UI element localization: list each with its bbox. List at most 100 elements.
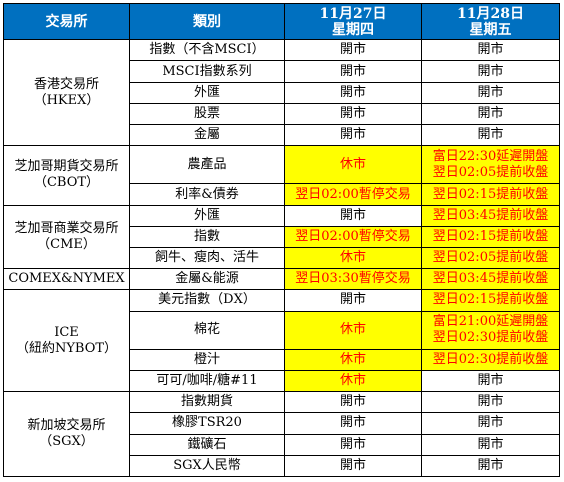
day1-cell: 休市 (284, 348, 422, 371)
table-row: 指數 翌日02:00暫停交易 翌日02:15提前收盤 (4, 225, 560, 248)
day2-cell: 開市 (421, 39, 560, 62)
table-row: 外匯 開市 開市 (4, 81, 560, 104)
day2-cell: 開市 (421, 412, 560, 435)
day1-cell: 休市 (284, 369, 422, 393)
day2-cell: 開市 (421, 369, 560, 393)
exchange-hkex: 香港交易所 （HKEX） (3, 39, 130, 147)
category-cell: 股票 (129, 102, 285, 125)
day2-line: 翌日02:30提前收盤 (432, 330, 549, 346)
day2-cell: 開市 (421, 433, 560, 456)
day1-cell: 翌日03:30暫停交易 (284, 268, 422, 291)
day2-cell: 翌日02:15提前收盤 (421, 183, 560, 206)
exchange-cme: 芝加哥商業交易所 （CME） (3, 204, 130, 270)
exchange-code: （CBOT） (33, 175, 100, 191)
day1-cell: 翌日02:00暫停交易 (284, 225, 422, 248)
category-cell: 橡膠TSR20 (129, 412, 285, 435)
day1-cell: 開市 (284, 39, 422, 62)
day1-cell: 開市 (284, 204, 422, 227)
day2-cell: 開市 (421, 123, 560, 147)
category-cell: 鐵礦石 (129, 433, 285, 456)
day2-line: 富日22:30延遲開盤 (432, 148, 549, 164)
day2-cell: 翌日03:45提前收盤 (421, 268, 560, 291)
table-row: 飼牛、瘦肉、活牛 休市 翌日02:05提前收盤 (4, 246, 560, 270)
table-row: 新加坡交易所 （SGX） 指數期貨 開市 開市 (3, 391, 560, 477)
exchange-sgx: 新加坡交易所 （SGX） (3, 391, 130, 477)
category-cell: 指數（不含MSCI） (129, 39, 285, 62)
category-cell: 美元指數（DX） (129, 289, 285, 312)
day2-cell: 翌日02:05提前收盤 (421, 246, 560, 270)
day1-cell: 翌日02:00暫停交易 (284, 183, 422, 206)
table-row: 芝加哥商業交易所 （CME） 外匯 開市 翌日03:45提前收盤 (3, 204, 560, 270)
exchange-name: 新加坡交易所 (27, 418, 106, 434)
day1-cell: 開市 (284, 102, 422, 125)
day1-cell: 休市 (284, 145, 422, 185)
day1-cell: 開市 (284, 60, 422, 83)
day1-cell: 休市 (284, 246, 422, 270)
category-cell: 指數 (129, 225, 285, 248)
day2-cell: 翌日02:15提前收盤 (421, 289, 560, 312)
header-day1: 11月27日 星期四 (284, 2, 422, 41)
exchange-name: 香港交易所 (33, 76, 99, 92)
table-row: 棉花 休市 富日21:00延遲開盤 翌日02:30提前收盤 (4, 310, 560, 350)
day1-cell: 開市 (284, 391, 422, 414)
header-row: 交易所 類別 11月27日 星期四 11月28日 星期五 (3, 2, 560, 41)
category-cell: 外匯 (129, 81, 285, 104)
header-category: 類別 (129, 2, 285, 41)
category-cell: 外匯 (129, 204, 285, 227)
header-day2-weekday: 星期五 (469, 21, 512, 38)
header-day2: 11月28日 星期五 (421, 2, 560, 41)
table-row: SGX人民幣 開市 開市 (4, 454, 560, 478)
exchange-cbot: 芝加哥期貨交易所 （CBOT） (3, 145, 130, 206)
exchange-code: （HKEX） (33, 92, 100, 108)
category-cell: 橙汁 (129, 348, 285, 371)
market-schedule-table: 交易所 類別 11月27日 星期四 11月28日 星期五 香港交易所 （HKEX… (3, 2, 560, 478)
header-day1-date: 11月27日 (319, 5, 387, 22)
table-row: 橡膠TSR20 開市 開市 (4, 412, 560, 435)
day2-cell: 翌日02:15提前收盤 (421, 225, 560, 248)
exchange-ice: ICE （紐約NYBOT） (3, 289, 130, 393)
day1-cell: 開市 (284, 123, 422, 147)
day2-cell: 富日21:00延遲開盤 翌日02:30提前收盤 (421, 310, 560, 350)
category-cell: 飼牛、瘦肉、活牛 (129, 246, 285, 270)
category-cell: SGX人民幣 (129, 454, 285, 478)
table-row: 金屬 開市 開市 (4, 123, 560, 147)
day2-line: 富日21:00延遲開盤 (432, 314, 549, 330)
category-cell: MSCI指數系列 (129, 60, 285, 83)
day2-cell: 開市 (421, 60, 560, 83)
exchange-code: （SGX） (39, 434, 94, 450)
category-cell: 金屬&能源 (129, 268, 285, 291)
table-row: 芝加哥期貨交易所 （CBOT） 農產品 休市 富日22:30延遲開盤 翌日02:… (3, 145, 560, 206)
day1-cell: 開市 (284, 433, 422, 456)
exchange-name: 芝加哥商業交易所 (14, 220, 119, 236)
table-row: 可可/咖啡/糖#11 休市 開市 (4, 369, 560, 393)
category-cell: 利率&債券 (129, 183, 285, 206)
day2-cell: 翌日03:45提前收盤 (421, 204, 560, 227)
day1-cell: 開市 (284, 81, 422, 104)
table-row: 利率&債券 翌日02:00暫停交易 翌日02:15提前收盤 (4, 183, 560, 206)
day2-cell: 開市 (421, 102, 560, 125)
header-day2-date: 11月28日 (457, 5, 524, 22)
day2-cell: 富日22:30延遲開盤 翌日02:05提前收盤 (421, 145, 560, 185)
day2-cell: 開市 (421, 454, 560, 478)
category-cell: 指數期貨 (129, 391, 285, 414)
day1-cell: 開市 (284, 412, 422, 435)
day1-cell: 休市 (284, 310, 422, 350)
day2-cell: 開市 (421, 81, 560, 104)
category-cell: 農產品 (129, 145, 285, 185)
day1-cell: 開市 (284, 289, 422, 312)
header-day1-weekday: 星期四 (332, 21, 374, 38)
exchange-name: 芝加哥期貨交易所 (14, 159, 119, 175)
category-cell: 可可/咖啡/糖#11 (129, 369, 285, 393)
exchange-name: ICE (54, 324, 79, 340)
header-exchange: 交易所 (3, 2, 130, 41)
table-row: ICE （紐約NYBOT） 美元指數（DX） 開市 翌日02:15提前收盤 (3, 289, 560, 393)
day1-cell: 開市 (284, 454, 422, 478)
table-row: COMEX&NYMEX 金屬&能源 翌日03:30暫停交易 翌日03:45提前收… (3, 268, 560, 291)
exchange-code: （CME） (37, 236, 96, 252)
exchange-code: （紐約NYBOT） (15, 340, 118, 356)
exchange-comex-nymex: COMEX&NYMEX (3, 268, 130, 291)
day2-cell: 翌日02:30提前收盤 (421, 348, 560, 371)
table-row: 香港交易所 （HKEX） 指數（不含MSCI） 開市 開市 (3, 39, 560, 147)
category-cell: 棉花 (129, 310, 285, 350)
day2-cell: 開市 (421, 391, 560, 414)
